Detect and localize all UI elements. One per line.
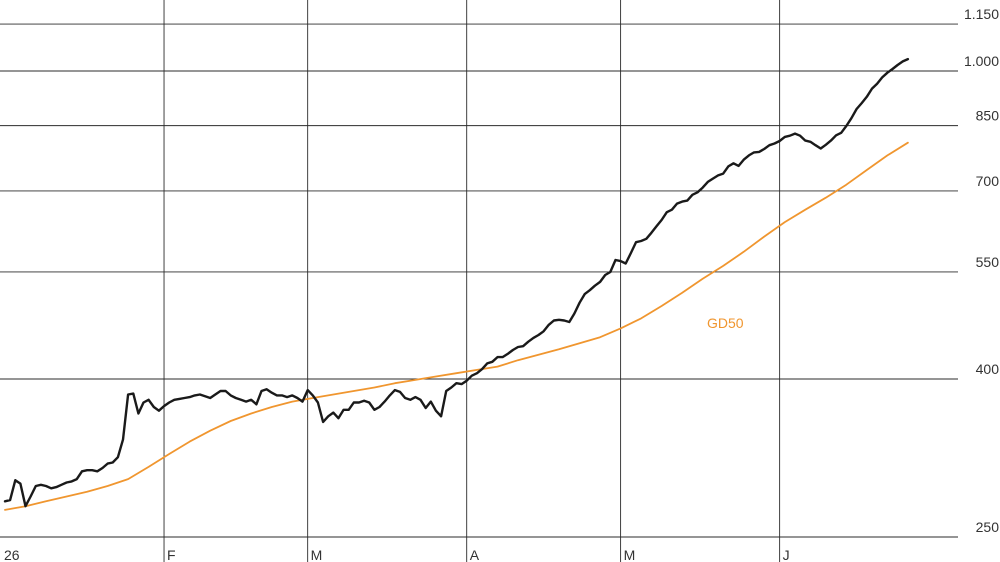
vertical-gridlines [163,0,781,562]
x-tick-label: F [167,547,176,562]
y-tick-label: 400 [976,361,1000,377]
price-line [3,57,910,508]
y-tick-label: 1.150 [964,6,999,22]
x-tick-label: J [783,547,790,562]
x-tick-label: A [470,547,480,562]
y-tick-label: 250 [976,519,1000,535]
y-tick-label: 850 [976,108,1000,124]
gd50-line [4,141,909,511]
y-tick-label: 700 [976,173,1000,189]
x-tick-label: M [311,547,323,562]
y-tick-label: 550 [976,254,1000,270]
series-layer [3,57,910,511]
x-tick-label: M [624,547,636,562]
x-axis-tick-labels: 26 F M A M J [4,547,790,562]
y-axis-tick-labels: 250 400 550 700 850 1.000 1.150 [964,6,999,535]
y-tick-label: 1.000 [964,53,999,69]
x-tick-label: 26 [4,547,20,562]
annotation-layer: GD50 [707,315,744,331]
horizontal-gridlines [0,23,958,538]
gd50-label: GD50 [707,315,744,331]
